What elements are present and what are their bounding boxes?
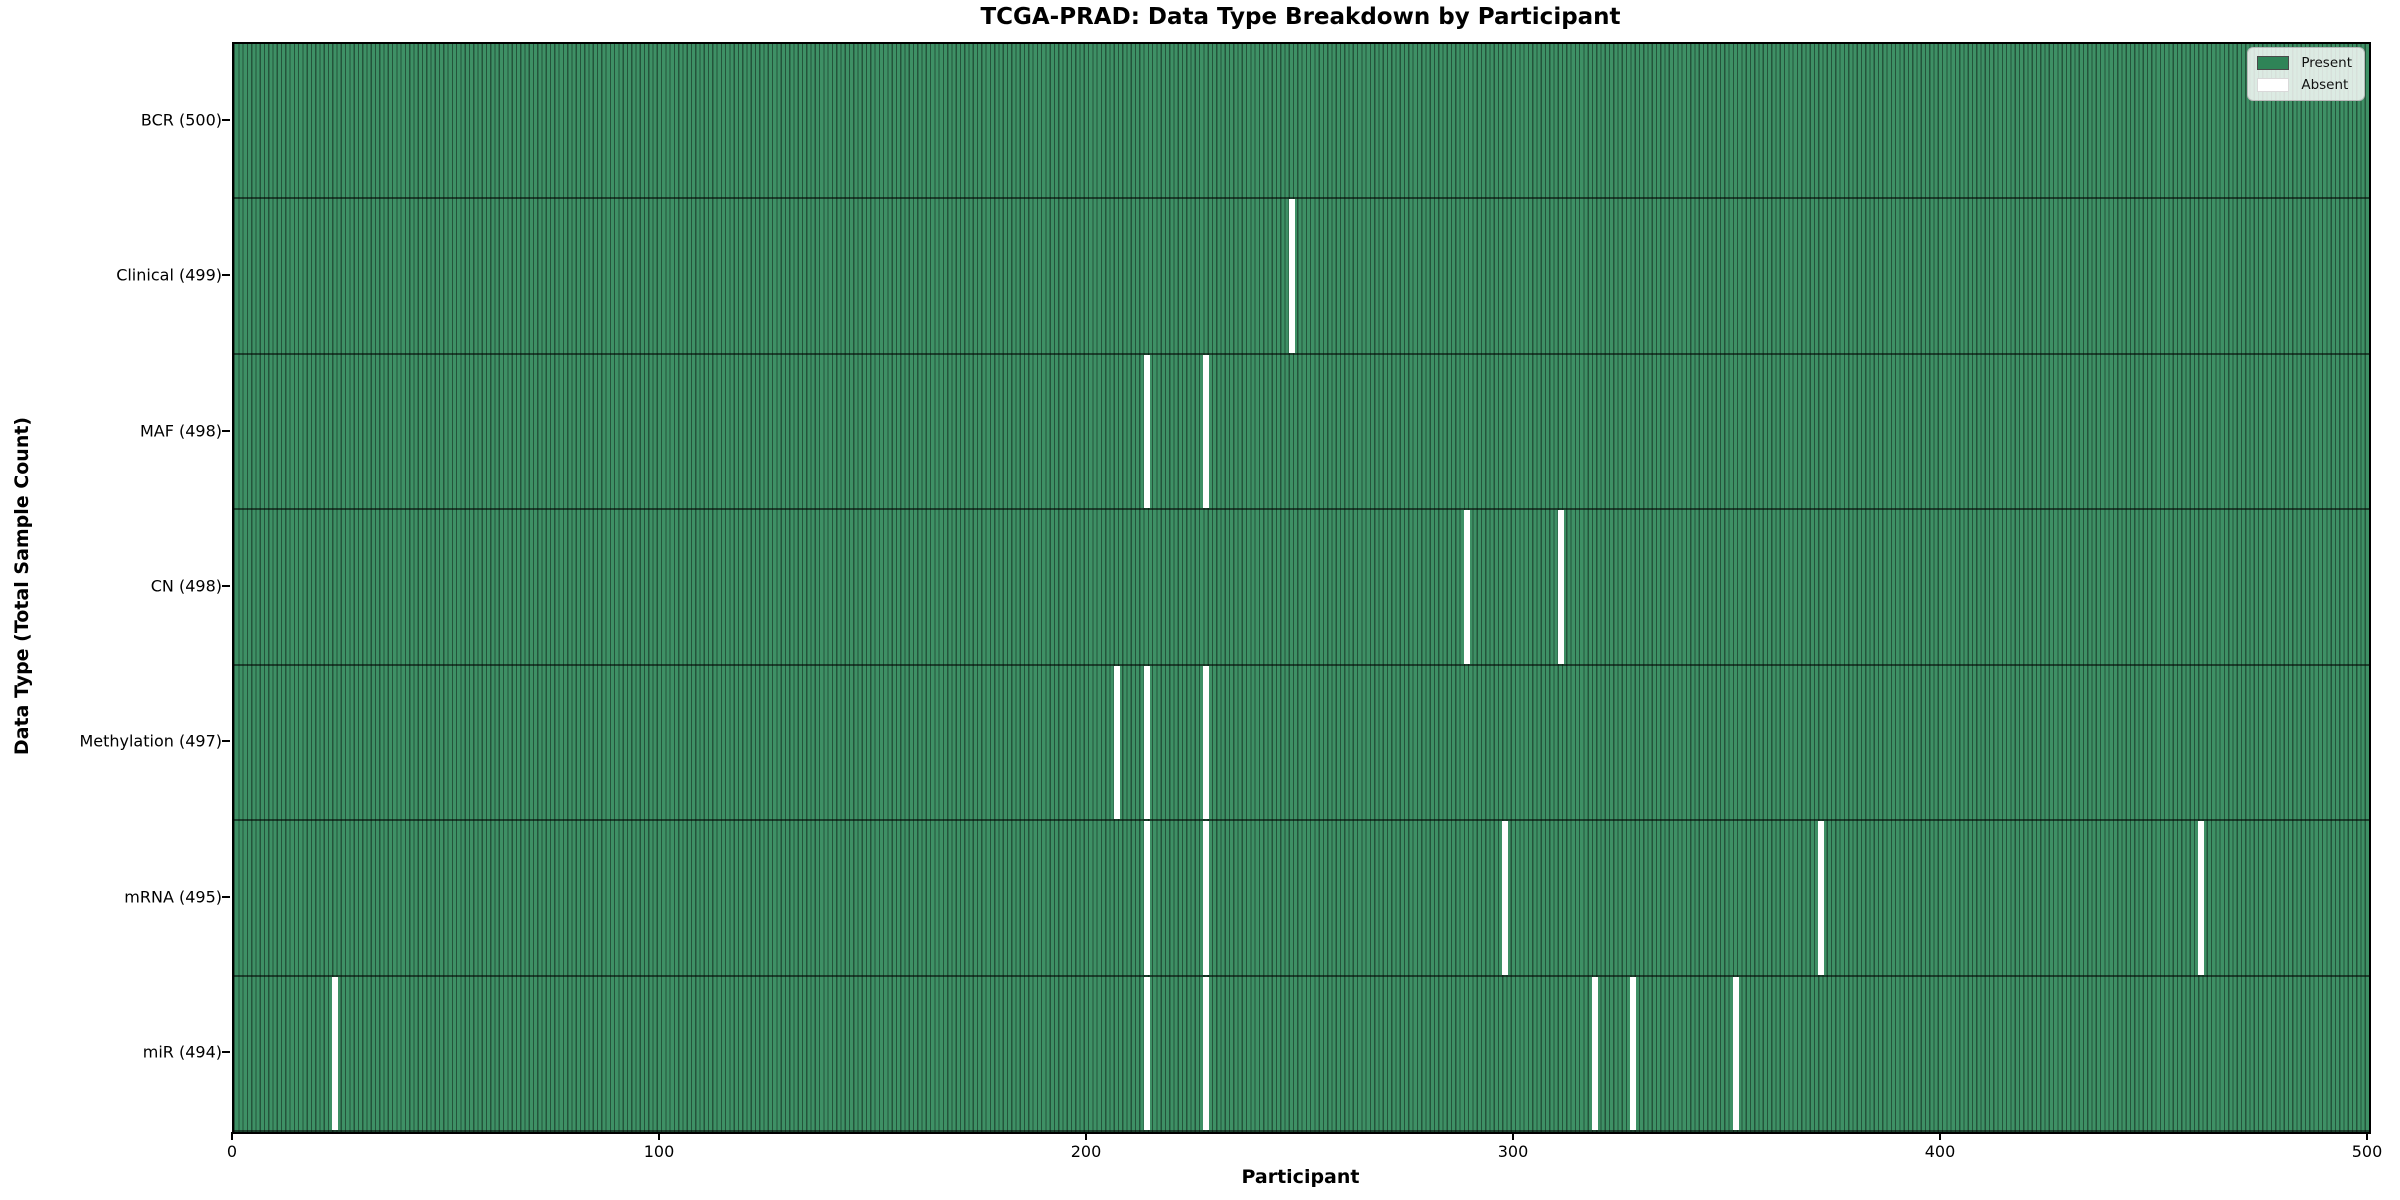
absent-gap-CN-310 [1557,510,1564,664]
y-tick-mark [222,1051,230,1054]
heatmap-row-mRNA [234,821,2369,977]
y-tick-label-Clinical: Clinical (499) [116,265,222,285]
heatmap-row-CN [234,510,2369,666]
heatmap-row-BCR [234,44,2369,200]
x-tick-mark [231,1132,233,1140]
x-tick-label-0: 0 [226,1142,238,1161]
absent-gap-miR-351 [1732,976,1739,1130]
absent-gap-CN-288 [1463,510,1470,664]
absent-gap-MAF-213 [1143,354,1150,509]
x-tick-label-200: 200 [1070,1142,1102,1161]
plot-area: Present Absent [232,42,2371,1134]
heatmap-row-Clinical [234,199,2369,355]
absent-gap-miR-213 [1143,976,1150,1130]
legend-entry-absent: Absent [2257,77,2352,93]
absent-gap-Methylation-227 [1203,665,1210,820]
legend-swatch-present-icon [2257,56,2290,70]
absent-gap-miR-23 [332,976,339,1130]
x-tick-mark [1085,1132,1087,1140]
absent-gap-miR-318 [1591,976,1598,1130]
y-tick-label-BCR: BCR (500) [140,110,222,130]
y-tick-label-miR: miR (494) [142,1042,222,1062]
chart-title: TCGA-PRAD: Data Type Breakdown by Partic… [980,4,1621,30]
heatmap-row-Methylation [234,665,2369,822]
absent-gap-Clinical-247 [1288,199,1295,353]
legend-entry-present: Present [2257,55,2352,71]
x-tick-mark [1939,1132,1941,1140]
y-tick-mark [222,118,230,121]
absent-gap-Methylation-213 [1143,665,1150,820]
absent-gap-miR-327 [1630,976,1637,1130]
absent-gap-mRNA-297 [1502,821,1509,975]
absent-gap-mRNA-371 [1818,821,1825,975]
legend-swatch-absent-icon [2257,78,2290,92]
legend-label-present: Present [2301,55,2352,71]
y-tick-mark [222,895,230,898]
heatmap-row-miR [234,976,2369,1132]
absent-gap-MAF-227 [1203,354,1210,509]
heatmap-row-MAF [234,354,2369,511]
absent-gap-mRNA-213 [1143,821,1150,975]
y-tick-label-MAF: MAF (498) [139,421,222,441]
y-tick-mark [222,274,230,277]
absent-gap-mRNA-227 [1203,821,1210,975]
absent-gap-mRNA-460 [2198,821,2205,975]
x-tick-mark [1512,1132,1514,1140]
x-tick-label-100: 100 [643,1142,675,1161]
y-tick-mark [222,429,230,432]
y-tick-mark [222,585,230,587]
y-tick-label-CN: CN (498) [150,576,222,596]
y-tick-label-Methylation: Methylation (497) [79,731,222,751]
x-tick-mark [658,1132,660,1140]
x-tick-label-500: 500 [2351,1142,2383,1161]
x-tick-label-400: 400 [1924,1142,1956,1161]
y-tick-mark [222,740,230,743]
y-axis-label: Data Type (Total Sample Count) [11,416,33,756]
legend-label-absent: Absent [2301,77,2349,93]
x-tick-label-300: 300 [1497,1142,1529,1161]
legend: Present Absent [2247,47,2365,101]
x-tick-mark [2366,1132,2368,1140]
y-tick-label-mRNA: mRNA (495) [124,887,222,907]
absent-gap-Methylation-206 [1113,665,1120,820]
absent-gap-miR-227 [1203,976,1210,1130]
x-axis-label: Participant [1241,1166,1360,1188]
